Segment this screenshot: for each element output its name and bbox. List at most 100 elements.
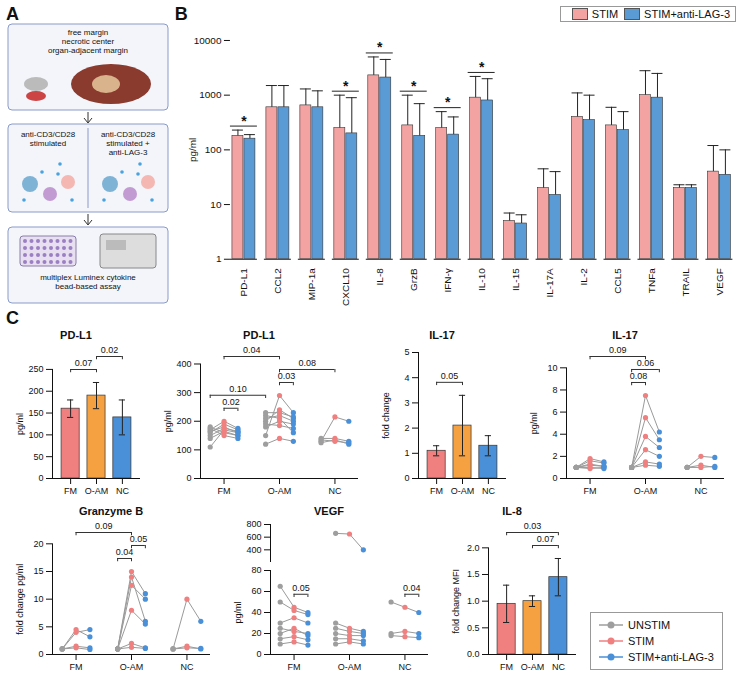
svg-text:0: 0	[186, 473, 191, 483]
svg-text:150: 150	[28, 408, 43, 418]
svg-text:0.03: 0.03	[278, 371, 296, 381]
svg-text:300: 300	[176, 388, 191, 398]
svg-text:CCL2: CCL2	[272, 268, 283, 294]
svg-text:FM: FM	[584, 486, 597, 496]
svg-text:O-AM: O-AM	[120, 662, 144, 672]
svg-text:anti-LAG-3: anti-LAG-3	[109, 148, 148, 157]
svg-text:0.05: 0.05	[130, 534, 148, 544]
svg-text:FM: FM	[430, 486, 443, 496]
svg-text:8: 8	[552, 385, 557, 395]
svg-text:FM: FM	[288, 662, 301, 672]
svg-text:0.05: 0.05	[292, 583, 310, 593]
svg-text:0.02: 0.02	[222, 397, 240, 407]
svg-text:pg/ml: pg/ml	[186, 138, 197, 162]
svg-text:4: 4	[552, 429, 557, 439]
svg-text:NC: NC	[116, 486, 129, 496]
svg-text:*: *	[411, 78, 417, 94]
svg-text:PD-L1: PD-L1	[238, 268, 249, 297]
svg-text:200: 200	[28, 386, 43, 396]
svg-text:0.03: 0.03	[524, 521, 542, 531]
svg-text:NC: NC	[328, 486, 341, 496]
svg-text:0.07: 0.07	[75, 358, 93, 368]
svg-text:100: 100	[204, 144, 221, 155]
svg-text:1000: 1000	[199, 89, 222, 100]
svg-text:0.08: 0.08	[630, 371, 648, 381]
svg-text:200: 200	[176, 416, 191, 426]
svg-text:40: 40	[251, 607, 261, 617]
svg-text:0: 0	[38, 649, 43, 659]
svg-text:free margin: free margin	[68, 28, 108, 37]
svg-text:0.06: 0.06	[637, 358, 655, 368]
svg-text:100: 100	[176, 445, 191, 455]
svg-text:10000: 10000	[193, 35, 221, 46]
svg-text:fold change: fold change	[381, 392, 391, 439]
svg-text:6: 6	[552, 407, 557, 417]
svg-text:TNFa: TNFa	[645, 268, 656, 293]
svg-text:1.0: 1.0	[467, 596, 480, 606]
svg-text:*: *	[343, 78, 349, 94]
svg-text:0.07: 0.07	[537, 534, 555, 544]
svg-text:400: 400	[176, 359, 191, 369]
svg-text:0: 0	[552, 473, 557, 483]
svg-text:10: 10	[547, 363, 557, 373]
svg-text:0.04: 0.04	[116, 547, 134, 557]
svg-text:0.08: 0.08	[298, 358, 316, 368]
svg-text:IFN-γ: IFN-γ	[442, 268, 453, 292]
svg-text:MIP-1a: MIP-1a	[306, 268, 317, 301]
svg-text:15: 15	[33, 566, 43, 576]
svg-text:*: *	[445, 94, 451, 110]
svg-text:1: 1	[404, 448, 409, 458]
svg-text:0.10: 0.10	[229, 384, 247, 394]
svg-text:FM: FM	[64, 486, 77, 496]
svg-text:IL-15: IL-15	[509, 268, 520, 291]
svg-text:VEGF: VEGF	[713, 268, 724, 295]
svg-text:pg/ml: pg/ml	[529, 412, 539, 434]
svg-text:10: 10	[210, 199, 222, 210]
svg-text:O-AM: O-AM	[451, 486, 475, 496]
svg-text:4: 4	[404, 373, 409, 383]
svg-text:0: 0	[38, 473, 43, 483]
svg-text:IL-2: IL-2	[577, 268, 588, 286]
svg-text:0.04: 0.04	[403, 583, 421, 593]
svg-text:2: 2	[404, 423, 409, 433]
svg-text:*: *	[479, 59, 485, 75]
svg-text:bead-based assay: bead-based assay	[55, 282, 120, 291]
svg-text:400: 400	[246, 545, 261, 555]
svg-text:O-AM: O-AM	[521, 662, 545, 672]
svg-text:stimulated +: stimulated +	[106, 139, 150, 148]
svg-text:O-AM: O-AM	[85, 486, 109, 496]
svg-text:anti-CD3/CD28: anti-CD3/CD28	[101, 130, 156, 139]
svg-text:0.05: 0.05	[441, 371, 459, 381]
svg-text:FM: FM	[218, 486, 231, 496]
svg-text:0.09: 0.09	[609, 345, 627, 355]
svg-text:IL-8: IL-8	[374, 268, 385, 286]
svg-text:0.09: 0.09	[95, 521, 113, 531]
svg-text:20: 20	[251, 628, 261, 638]
svg-text:50: 50	[33, 452, 43, 462]
svg-text:0.0: 0.0	[467, 649, 480, 659]
svg-text:0.5: 0.5	[467, 623, 480, 633]
svg-text:0: 0	[256, 649, 261, 659]
svg-text:80: 80	[251, 565, 261, 575]
svg-text:*: *	[241, 113, 247, 129]
svg-text:FM: FM	[500, 662, 513, 672]
svg-text:multiplex Luminex cytokine: multiplex Luminex cytokine	[40, 273, 136, 282]
svg-text:GrzB: GrzB	[408, 268, 419, 291]
svg-text:2: 2	[552, 451, 557, 461]
svg-text:0.02: 0.02	[101, 345, 119, 355]
svg-text:100: 100	[28, 430, 43, 440]
svg-text:NC: NC	[482, 486, 495, 496]
svg-text:fold change MFI: fold change MFI	[451, 569, 461, 634]
svg-text:1: 1	[216, 253, 222, 264]
svg-text:2.0: 2.0	[467, 543, 480, 553]
svg-text:O-AM: O-AM	[338, 662, 362, 672]
svg-text:NC: NC	[694, 486, 707, 496]
svg-text:60: 60	[251, 586, 261, 596]
svg-text:10: 10	[33, 594, 43, 604]
svg-text:20: 20	[33, 539, 43, 549]
svg-text:IL-17A: IL-17A	[543, 268, 554, 298]
svg-text:pg/ml: pg/ml	[163, 410, 173, 432]
svg-text:O-AM: O-AM	[268, 486, 292, 496]
svg-text:800: 800	[246, 519, 261, 529]
svg-text:NC: NC	[552, 662, 565, 672]
